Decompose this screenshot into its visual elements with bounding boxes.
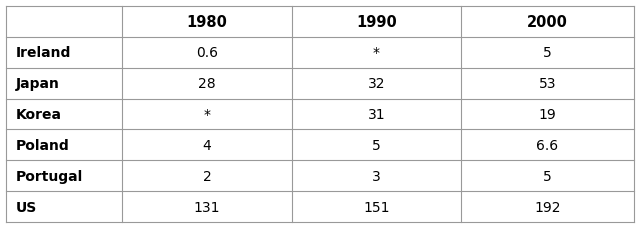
Text: US: US bbox=[16, 200, 37, 214]
Text: 53: 53 bbox=[539, 77, 556, 91]
Text: 131: 131 bbox=[194, 200, 220, 214]
Text: 19: 19 bbox=[538, 108, 556, 121]
Text: *: * bbox=[373, 46, 380, 60]
Text: 192: 192 bbox=[534, 200, 561, 214]
Text: 151: 151 bbox=[363, 200, 390, 214]
Text: 28: 28 bbox=[198, 77, 216, 91]
Text: 5: 5 bbox=[372, 138, 381, 152]
Text: 2: 2 bbox=[203, 169, 211, 183]
Text: 32: 32 bbox=[368, 77, 385, 91]
Text: 1980: 1980 bbox=[187, 15, 228, 30]
Text: 4: 4 bbox=[203, 138, 211, 152]
Text: Korea: Korea bbox=[16, 108, 62, 121]
Text: 0.6: 0.6 bbox=[196, 46, 218, 60]
Text: 2000: 2000 bbox=[527, 15, 568, 30]
Text: 6.6: 6.6 bbox=[536, 138, 559, 152]
Text: Ireland: Ireland bbox=[16, 46, 72, 60]
Text: 5: 5 bbox=[543, 46, 552, 60]
Text: *: * bbox=[204, 108, 211, 121]
Text: 5: 5 bbox=[543, 169, 552, 183]
Text: 1990: 1990 bbox=[356, 15, 397, 30]
Text: Portugal: Portugal bbox=[16, 169, 83, 183]
Text: 3: 3 bbox=[372, 169, 381, 183]
Text: Poland: Poland bbox=[16, 138, 70, 152]
Text: 31: 31 bbox=[367, 108, 385, 121]
Text: Japan: Japan bbox=[16, 77, 60, 91]
